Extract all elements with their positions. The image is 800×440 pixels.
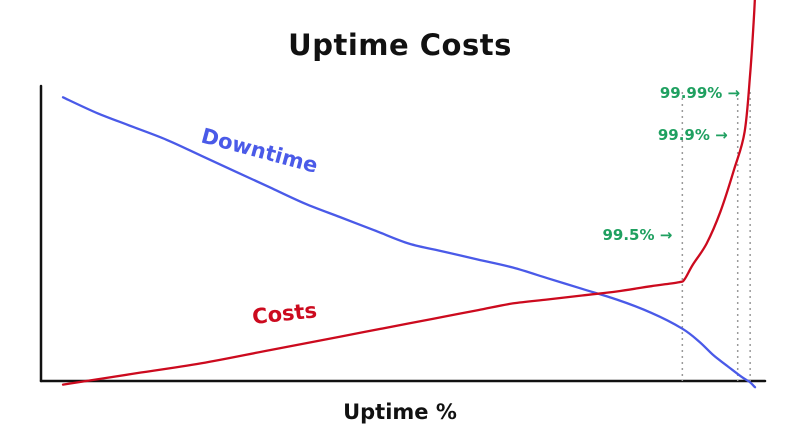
series-label-downtime: Downtime [199,124,321,178]
chart-title: Uptime Costs [288,28,512,62]
series-label-costs: Costs [251,298,318,329]
series-line-costs [61,0,756,386]
marker-label: 99.5% → [602,226,672,244]
marker-label: 99.9% → [658,126,728,144]
marker-label: 99.99% → [660,84,740,102]
series-line-downtime [61,96,757,389]
x-axis-label: Uptime % [343,400,457,424]
